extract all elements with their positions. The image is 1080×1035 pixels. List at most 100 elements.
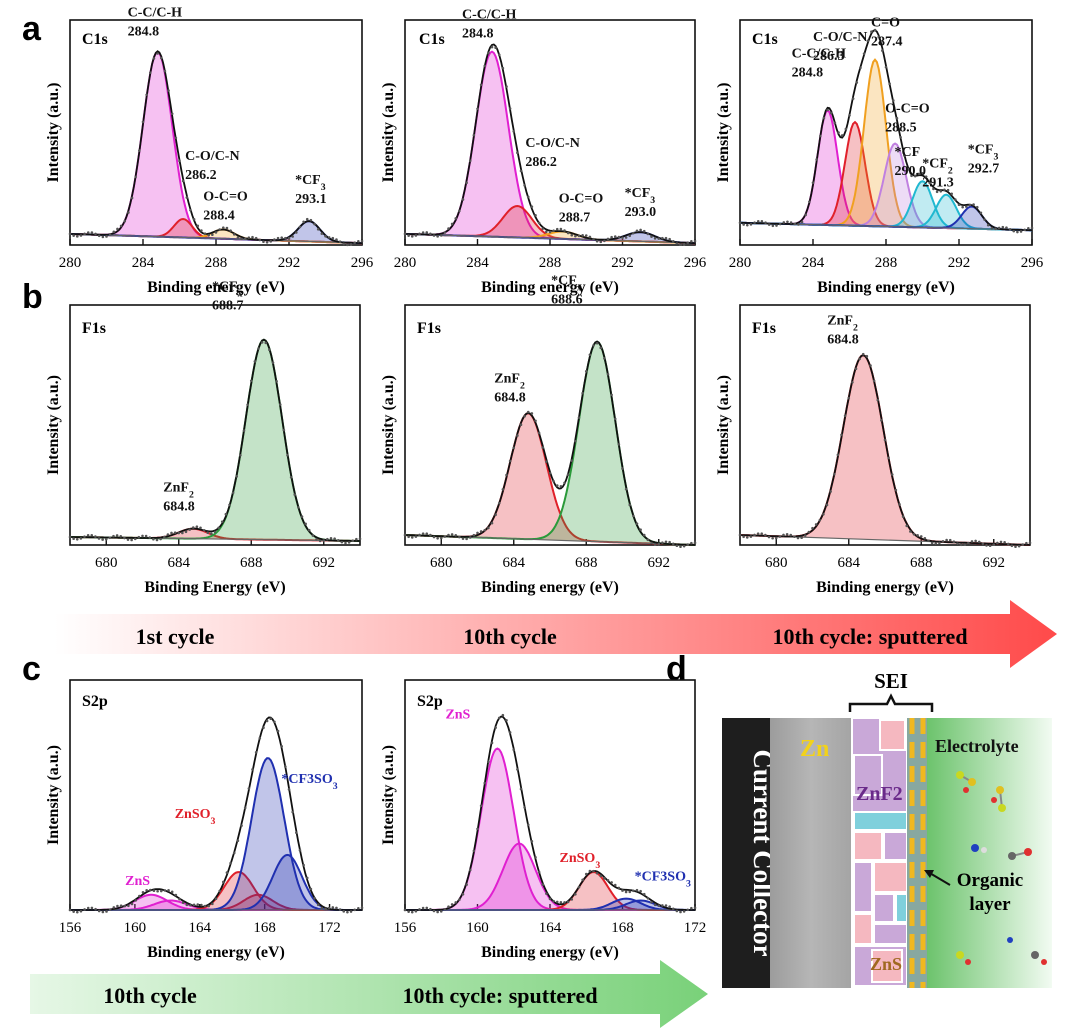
peak-label-line: C-O/C-N (813, 30, 867, 45)
raw-data-point (516, 434, 519, 437)
raw-data-point (316, 903, 320, 907)
raw-data-point (338, 908, 342, 911)
raw-data-point (141, 534, 144, 538)
raw-data-point (192, 903, 196, 907)
raw-data-point (972, 203, 975, 206)
raw-data-point (581, 878, 584, 882)
y-axis-label: Intensity (a.u.) (380, 375, 397, 475)
raw-data-point (156, 889, 159, 893)
raw-data-point (803, 534, 807, 537)
x-tick-label: 164 (539, 920, 562, 936)
raw-data-point (123, 219, 127, 223)
raw-data-point (927, 539, 930, 543)
raw-data-point (163, 889, 167, 892)
raw-data-point (537, 431, 541, 435)
x-tick-label: 688 (910, 555, 933, 571)
raw-data-point (901, 515, 905, 518)
raw-data-point (646, 896, 650, 900)
raw-data-point (282, 428, 286, 432)
peak-label-line: *CF2 (922, 157, 953, 177)
raw-data-point (214, 897, 218, 901)
peak-label-line: *CF3SO3 (281, 772, 337, 792)
raw-data-point (635, 888, 639, 892)
raw-data-point (603, 877, 606, 880)
raw-data-point (825, 503, 829, 507)
raw-data-point (287, 788, 291, 791)
raw-data-point (767, 223, 771, 226)
raw-data-point (72, 537, 75, 540)
x-tick-label: 692 (648, 555, 671, 571)
peak-label-line: C-O/C-N (185, 149, 239, 164)
raw-data-point (231, 491, 235, 495)
raw-data-point (68, 535, 72, 539)
raw-data-point (101, 235, 105, 239)
raw-data-point (421, 906, 425, 910)
raw-data-point (251, 768, 254, 771)
peak-label-line: 293.1 (295, 192, 327, 207)
raw-data-point (541, 883, 545, 886)
raw-data-point (228, 503, 231, 507)
raw-data-point (628, 234, 632, 238)
raw-data-point (240, 237, 243, 241)
x-axis-label: Binding Energy (eV) (144, 579, 285, 596)
raw-data-point (512, 130, 516, 133)
raw-data-point (155, 538, 159, 542)
raw-data-point (181, 901, 185, 905)
raw-data-point (661, 904, 664, 907)
sei-mosaic (851, 717, 908, 989)
raw-data-point (693, 906, 697, 910)
raw-data-point (501, 713, 505, 717)
raw-data-point (174, 136, 178, 140)
raw-data-point (954, 198, 957, 201)
raw-data-point (566, 231, 570, 235)
raw-data-point (690, 906, 693, 910)
x-axis-label: Binding energy (eV) (481, 579, 619, 596)
plot-frame (69, 679, 363, 911)
raw-data-point (490, 45, 494, 49)
raw-data-point (764, 221, 767, 224)
raw-data-point (786, 220, 789, 224)
raw-data-point (195, 525, 199, 528)
raw-data-point (232, 233, 236, 236)
raw-data-point (152, 537, 155, 541)
raw-data-point (584, 872, 588, 876)
raw-data-point (476, 531, 479, 535)
raw-data-point (559, 900, 563, 904)
arrow-label-10th-sputtered-c: 10th cycle: sputtered (402, 983, 597, 1008)
raw-data-point (523, 184, 526, 187)
raw-data-point (840, 134, 844, 137)
raw-data-point (909, 530, 912, 533)
raw-data-point (479, 804, 483, 808)
raw-data-point (822, 512, 825, 516)
raw-data-point (946, 188, 950, 192)
raw-data-point (360, 906, 364, 910)
raw-data-point (690, 541, 693, 545)
raw-data-point (686, 241, 690, 244)
peak-label-line: 286.2 (185, 168, 217, 183)
raw-data-point (447, 227, 450, 230)
raw-data-point (148, 536, 152, 539)
raw-data-point (581, 234, 584, 237)
raw-data-point (537, 870, 541, 874)
peak-label-line: *CF3 (625, 186, 656, 206)
raw-data-point (322, 539, 326, 542)
x-tick-label: 160 (466, 920, 489, 936)
raw-data-point (315, 538, 318, 541)
raw-data-point (235, 475, 239, 478)
x-tick-label: 292 (948, 255, 971, 271)
raw-data-point (313, 896, 316, 900)
raw-data-point (959, 543, 963, 547)
raw-data-point (501, 66, 505, 70)
raw-data-point (134, 899, 137, 902)
raw-data-point (742, 535, 745, 539)
raw-data-point (873, 28, 877, 32)
raw-data-point (974, 539, 977, 543)
raw-data-point (280, 745, 284, 748)
raw-data-point (782, 221, 786, 224)
peak-label-line: 688.6 (551, 293, 583, 308)
peak-label-line: *CF3SO3 (635, 870, 691, 890)
raw-data-point (650, 235, 653, 238)
raw-data-point (436, 910, 439, 914)
raw-data-point (264, 341, 268, 345)
raw-data-point (519, 787, 523, 791)
